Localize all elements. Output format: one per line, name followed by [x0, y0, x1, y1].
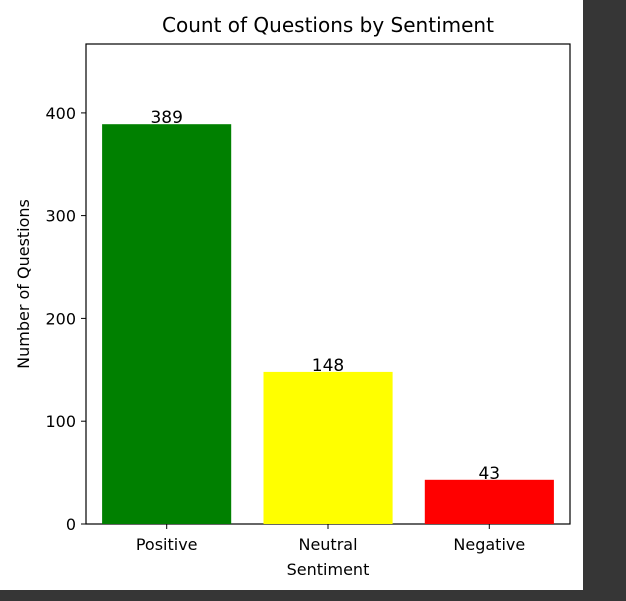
data-labels-group: 389 148 43: [150, 108, 500, 484]
y-axis-label: Number of Questions: [14, 199, 33, 369]
x-axis-ticks: Positive Neutral Negative: [136, 524, 525, 554]
y-tick-label: 200: [45, 309, 76, 328]
y-tick-label: 100: [45, 412, 76, 431]
y-tick-label: 300: [45, 207, 76, 226]
y-tick-label: 0: [66, 515, 76, 534]
x-tick-label-negative: Negative: [453, 535, 525, 554]
bar-negative: [424, 479, 554, 524]
data-label-negative: 43: [478, 464, 500, 484]
bar-chart: Count of Questions by Sentiment 389 148 43…: [14, 13, 571, 579]
x-tick-label-positive: Positive: [136, 535, 198, 554]
plot-area: 389 148 43 0 100 200 300 400 Positive Neutral Ne…: [45, 43, 571, 554]
chart-figure: Count of Questions by Sentiment 389 148 43…: [0, 0, 583, 590]
bar-positive: [102, 124, 232, 524]
bars-group: [102, 124, 554, 524]
data-label-neutral: 148: [312, 356, 344, 376]
y-tick-label: 400: [45, 104, 76, 123]
data-label-positive: 389: [150, 108, 182, 128]
bar-neutral: [263, 371, 393, 524]
x-tick-label-neutral: Neutral: [298, 535, 357, 554]
chart-title: Count of Questions by Sentiment: [162, 13, 494, 37]
x-axis-label: Sentiment: [287, 560, 370, 579]
y-axis-ticks: 0 100 200 300 400: [45, 104, 86, 534]
